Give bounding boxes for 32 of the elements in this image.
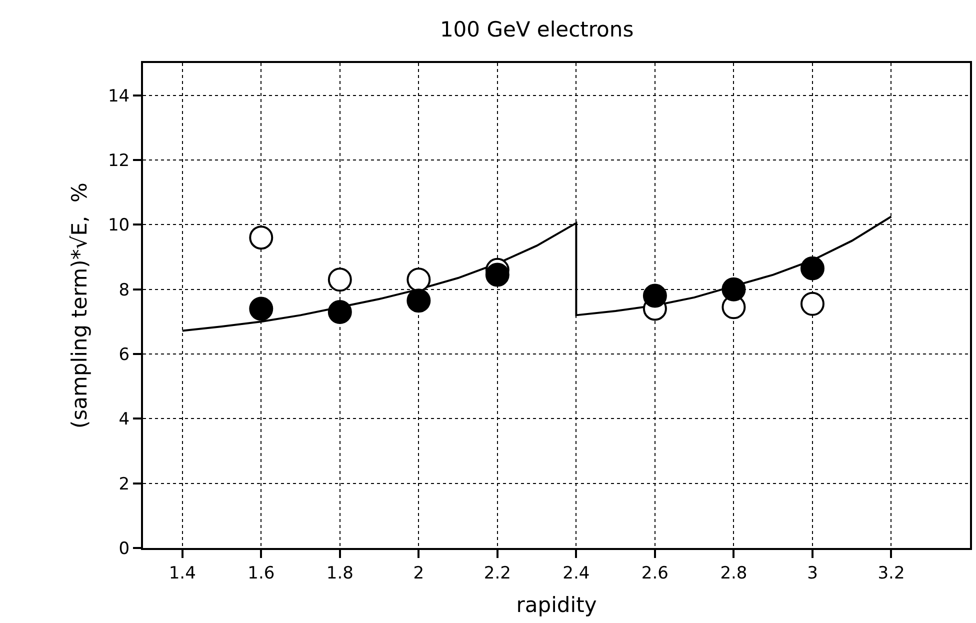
x-tick-label: 2.2 [484, 563, 511, 584]
point [249, 296, 274, 321]
point [722, 277, 746, 302]
point [249, 226, 274, 250]
point [328, 300, 352, 324]
point [800, 292, 824, 316]
point [800, 256, 824, 280]
x-tick-label: 1.4 [168, 563, 196, 584]
y-tick-label: 10 [108, 216, 130, 236]
chart-title: 100 GeV electrons [440, 18, 634, 42]
point [406, 268, 431, 292]
point [485, 262, 510, 287]
x-tick-label: 1.8 [326, 563, 354, 584]
x-tick-label: 3 [807, 563, 818, 584]
point [642, 284, 667, 308]
x-tick-label: 2.6 [641, 563, 668, 584]
y-tick-label: 8 [118, 280, 130, 300]
y-tick-label: 14 [108, 86, 130, 106]
x-tick-label: 2.8 [720, 563, 748, 584]
y-tick-label: 4 [118, 410, 130, 430]
y-tick-label: 12 [108, 150, 130, 171]
y-axis-title: (sampling term)*√E, % [68, 182, 92, 428]
x-tick-label: 3.2 [878, 563, 905, 584]
x-axis-title: rapidity [516, 593, 597, 618]
y-tick-label: 0 [118, 538, 130, 559]
y-tick-label: 2 [118, 474, 130, 494]
point [328, 268, 352, 292]
x-tick-label: 1.6 [248, 563, 275, 584]
x-tick-label: 2 [413, 563, 424, 584]
x-tick-label: 2.4 [562, 563, 590, 584]
point [406, 288, 431, 313]
y-tick-label: 6 [118, 344, 130, 365]
